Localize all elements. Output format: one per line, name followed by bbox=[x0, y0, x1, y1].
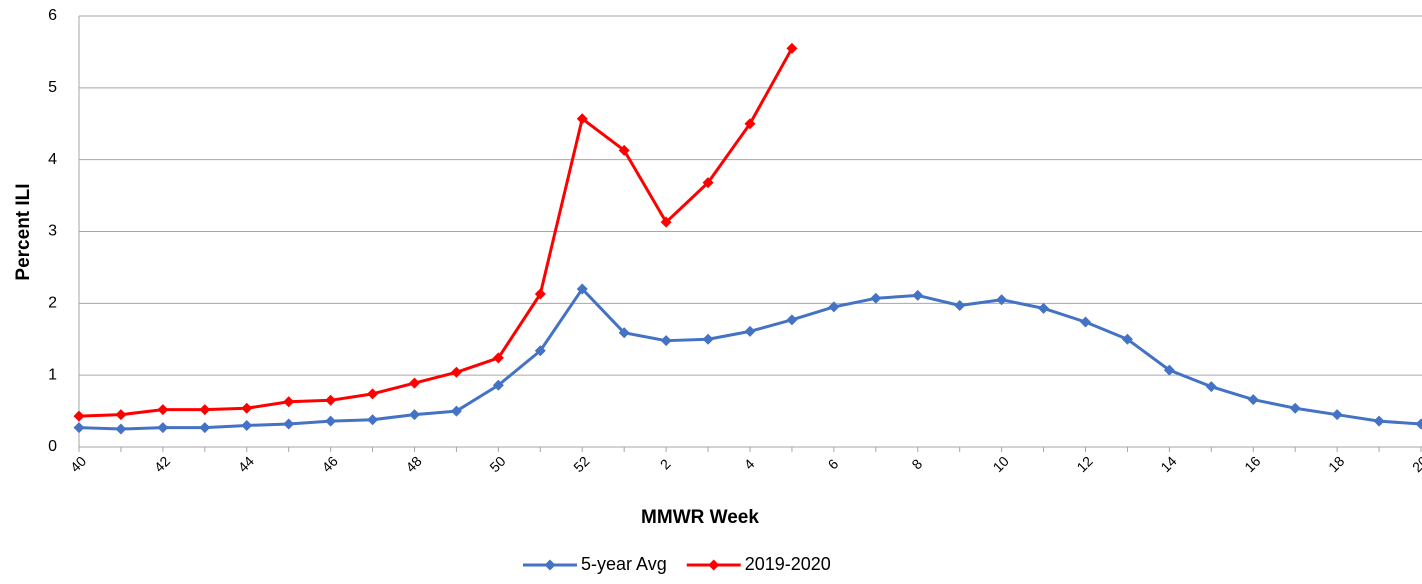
data-point bbox=[451, 367, 462, 378]
x-tick-label: 52 bbox=[570, 453, 592, 475]
legend-label: 5-year Avg bbox=[581, 554, 667, 574]
data-point bbox=[1374, 416, 1385, 427]
data-point bbox=[115, 424, 126, 435]
x-tick-label: 40 bbox=[67, 453, 89, 475]
data-point bbox=[199, 422, 210, 433]
x-tick-label: 46 bbox=[319, 453, 341, 475]
data-point bbox=[954, 300, 965, 311]
data-point bbox=[367, 414, 378, 425]
data-point bbox=[1206, 381, 1217, 392]
y-tick-label: 0 bbox=[48, 438, 57, 455]
data-point bbox=[1080, 317, 1091, 328]
y-tick-label: 6 bbox=[48, 7, 57, 24]
y-tick-label: 2 bbox=[48, 295, 57, 312]
data-point bbox=[115, 409, 126, 420]
data-point bbox=[786, 314, 797, 325]
y-tick-label: 4 bbox=[48, 151, 57, 168]
data-point bbox=[157, 422, 168, 433]
x-tick-label: 4 bbox=[741, 456, 758, 473]
series-line bbox=[79, 48, 792, 416]
x-tick-label: 16 bbox=[1241, 453, 1263, 475]
x-tick-label: 12 bbox=[1073, 453, 1095, 475]
x-tick-label: 18 bbox=[1325, 453, 1347, 475]
data-point bbox=[1332, 409, 1343, 420]
y-axis-title: Percent ILI bbox=[13, 183, 34, 280]
data-point bbox=[74, 411, 85, 422]
data-point bbox=[157, 404, 168, 415]
legend-marker bbox=[708, 560, 719, 571]
x-tick-label: 14 bbox=[1157, 453, 1179, 475]
x-tick-label: 6 bbox=[825, 456, 842, 473]
data-point bbox=[283, 419, 294, 430]
data-point bbox=[1038, 303, 1049, 314]
data-point bbox=[241, 403, 252, 414]
x-axis-title: MMWR Week bbox=[641, 507, 759, 528]
data-point bbox=[661, 335, 672, 346]
data-point bbox=[870, 293, 881, 304]
x-tick-label: 10 bbox=[990, 453, 1012, 475]
data-point bbox=[241, 420, 252, 431]
data-point bbox=[283, 396, 294, 407]
data-point bbox=[1290, 403, 1301, 414]
data-point bbox=[409, 378, 420, 389]
x-tick-label: 44 bbox=[235, 453, 257, 475]
data-point bbox=[199, 404, 210, 415]
x-tick-label: 20 bbox=[1409, 453, 1422, 475]
legend-label: 2019-2020 bbox=[745, 554, 831, 574]
data-point bbox=[409, 409, 420, 420]
x-tick-label: 2 bbox=[657, 456, 674, 473]
data-point bbox=[1248, 394, 1259, 405]
y-tick-label: 3 bbox=[48, 223, 57, 240]
series-line bbox=[79, 289, 1421, 429]
x-tick-label: 48 bbox=[402, 453, 424, 475]
x-tick-label: 42 bbox=[151, 453, 173, 475]
data-point bbox=[703, 334, 714, 345]
data-point bbox=[745, 326, 756, 337]
data-point bbox=[367, 388, 378, 399]
x-tick-label: 50 bbox=[486, 453, 508, 475]
x-tick-label: 8 bbox=[908, 456, 925, 473]
legend-marker bbox=[545, 560, 556, 571]
data-point bbox=[1416, 419, 1422, 430]
data-point bbox=[74, 422, 85, 433]
data-point bbox=[912, 290, 923, 301]
data-point bbox=[325, 395, 336, 406]
data-point bbox=[325, 416, 336, 427]
y-tick-label: 1 bbox=[48, 366, 57, 383]
y-tick-label: 5 bbox=[48, 79, 57, 96]
